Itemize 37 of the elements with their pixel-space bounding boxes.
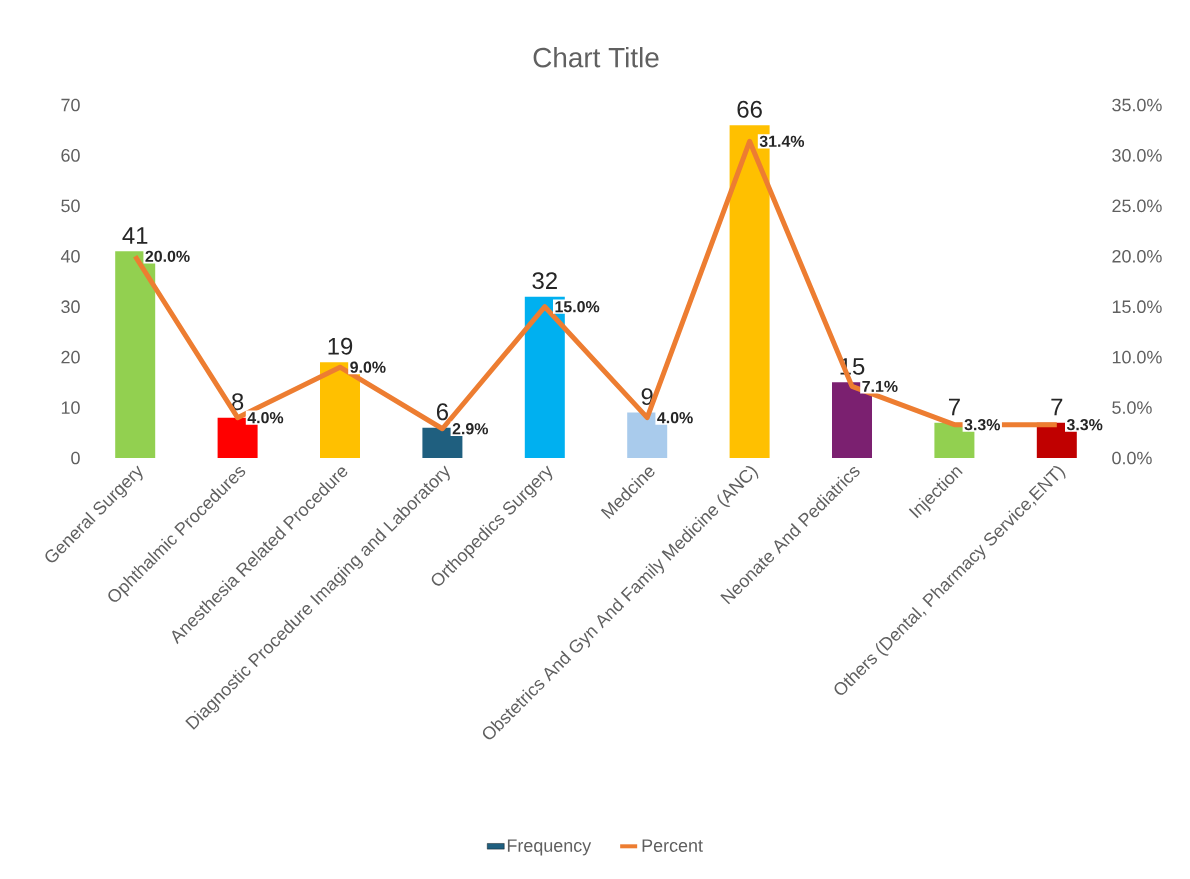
y2-tick-label: 25.0% [1112, 199, 1162, 213]
data-label: 9.0% [350, 361, 386, 373]
y-tick-label: 70 [61, 98, 80, 112]
data-label: 4.0% [657, 412, 693, 424]
y2-tick-label: 0.0% [1112, 451, 1152, 465]
data-label: 2.9% [452, 423, 489, 435]
data-label: 3.3% [1066, 419, 1103, 431]
y2-tick-label: 35.0% [1112, 98, 1162, 112]
data-label: 7 [1051, 398, 1063, 416]
legend-label: Percent [642, 839, 703, 852]
y-tick-label: 40 [60, 249, 80, 263]
data-label: 66 [737, 100, 762, 118]
y-tick-label: 0 [71, 451, 80, 465]
y2-tick-label: 15.0% [1112, 300, 1162, 314]
y2-tick-label: 30.0% [1112, 149, 1162, 162]
data-label: 15.0% [555, 301, 600, 313]
y-tick-label: 30 [61, 300, 80, 314]
y-tick-label: 50 [61, 199, 80, 213]
data-label: 6 [436, 403, 448, 421]
data-label: 19 [328, 337, 353, 355]
data-label: 41 [122, 227, 148, 244]
data-label: 20.0% [145, 250, 190, 262]
data-label: 7.1% [862, 380, 898, 392]
legend-label: Frequency [507, 839, 592, 856]
data-label: 3.3% [964, 419, 1001, 431]
y-tick-label: 10 [61, 401, 80, 414]
y-tick-label: 60 [61, 149, 80, 162]
chart-title: Chart Title [533, 47, 659, 68]
data-label: 7 [948, 398, 960, 416]
y2-tick-label: 20.0% [1112, 249, 1162, 263]
y2-tick-label: 5.0% [1112, 401, 1152, 414]
data-label: 9 [641, 388, 653, 406]
y-tick-label: 20 [61, 350, 80, 364]
data-label: 4.0% [247, 412, 284, 424]
data-label: 31.4% [759, 135, 805, 147]
y2-tick-label: 10.0% [1112, 350, 1162, 364]
data-label: 32 [532, 272, 557, 290]
